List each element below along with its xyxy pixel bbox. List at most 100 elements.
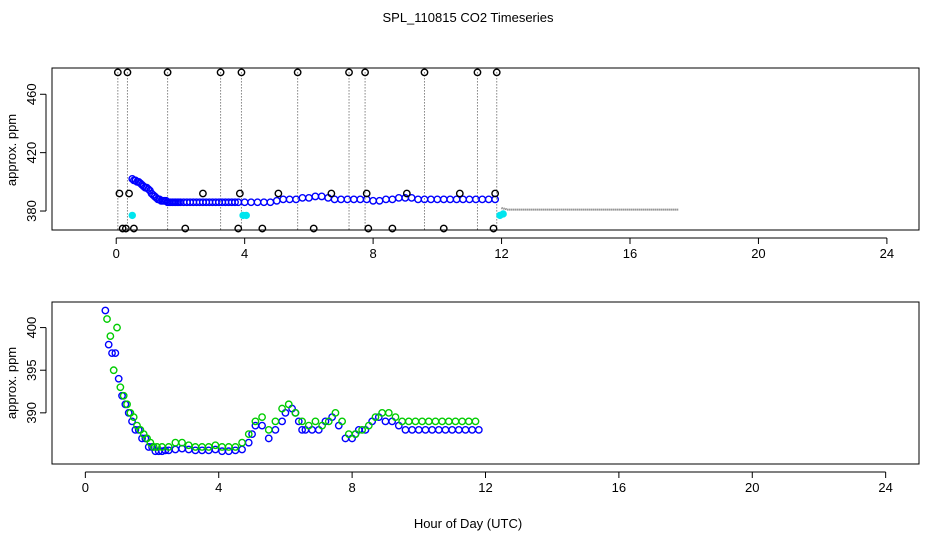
bottom-y-tick-label: 390	[24, 402, 39, 424]
top-point-blue	[279, 195, 288, 204]
bottom-point-green	[244, 430, 253, 439]
bottom-point-green	[471, 417, 480, 426]
bottom-point-green	[444, 417, 453, 426]
top-point-black	[115, 189, 124, 198]
top-point-black	[455, 189, 464, 198]
bottom-point-green	[238, 438, 246, 447]
bottom-point-green	[103, 315, 111, 323]
top-point-black	[113, 68, 122, 77]
bottom-point-green	[271, 417, 280, 426]
bottom-point-green	[109, 366, 118, 375]
top-point-black	[125, 189, 133, 198]
bottom-point-blue	[294, 417, 303, 426]
top-point-black	[491, 189, 500, 198]
top-x-axis: 0 4 8 12 16 20 24	[113, 237, 894, 261]
top-point-blue	[356, 195, 365, 204]
bottom-point-green	[251, 417, 260, 426]
bottom-x-tick-label: 0	[82, 480, 89, 495]
x-axis-label: Hour of Day (UTC)	[414, 516, 522, 531]
top-point-blue	[337, 195, 345, 204]
bottom-point-green	[116, 383, 125, 392]
top-point-blue	[439, 195, 448, 204]
top-point-blue	[375, 196, 384, 205]
bottom-point-blue	[394, 421, 403, 430]
bottom-point-green	[398, 417, 407, 426]
bottom-point-green	[298, 417, 306, 426]
top-point-blue	[266, 198, 275, 207]
top-point-blue	[343, 195, 352, 204]
bottom-point-green	[291, 408, 300, 417]
bottom-point-blue	[258, 421, 266, 430]
top-point-blue	[231, 198, 239, 207]
top-point-black	[293, 68, 302, 77]
top-point-blue	[272, 196, 281, 205]
bottom-point-green	[418, 417, 427, 426]
bottom-x-tick-label: 20	[745, 480, 759, 495]
bottom-point-blue	[348, 434, 357, 443]
bottom-point-green	[338, 417, 347, 426]
bottom-point-blue	[381, 417, 390, 426]
top-data-marks	[113, 68, 679, 233]
bottom-point-green	[351, 430, 360, 439]
top-vertical-dotted-lines	[117, 72, 498, 230]
bottom-point-green	[224, 443, 233, 451]
top-x-tick-label: 24	[880, 246, 894, 261]
bottom-point-blue	[128, 417, 136, 426]
bottom-point-green	[464, 417, 473, 426]
bottom-point-green	[129, 413, 138, 422]
bottom-point-blue	[368, 417, 377, 426]
bottom-point-blue	[388, 417, 397, 426]
panel-bottom: 0 4 8 12 16 20 24 390 395 400 approx. ppm	[4, 301, 920, 495]
top-point-black	[129, 224, 138, 233]
top-point-blue	[304, 193, 313, 202]
bottom-point-green	[113, 323, 121, 332]
top-point-black	[364, 224, 373, 233]
top-point-blue	[298, 193, 307, 202]
bottom-x-tick-label: 8	[348, 480, 355, 495]
bottom-point-blue	[111, 349, 120, 358]
top-point-black	[121, 224, 130, 233]
bottom-point-green	[324, 417, 333, 426]
bottom-point-green	[278, 404, 286, 413]
bottom-point-green	[318, 421, 327, 430]
panel-top: 0 4 8 12 16 20 24 380 420 460 approx. ppm	[4, 67, 920, 261]
bottom-point-blue	[341, 434, 350, 443]
bottom-point-green	[178, 438, 186, 447]
bottom-x-axis: 0 4 8 12 16 20 24	[82, 471, 893, 495]
top-point-blue	[465, 195, 474, 204]
bottom-point-blue	[448, 425, 457, 434]
bottom-point-green	[364, 421, 373, 430]
bottom-point-blue	[421, 425, 430, 434]
top-point-black	[420, 68, 429, 77]
bottom-point-blue	[171, 445, 180, 454]
bottom-point-green	[258, 413, 266, 422]
bottom-point-blue	[414, 425, 423, 434]
bottom-point-blue	[281, 408, 290, 417]
bottom-point-blue	[104, 340, 113, 349]
bottom-point-green	[311, 417, 320, 426]
top-x-tick-label: 12	[494, 246, 508, 261]
bottom-x-tick-label: 16	[612, 480, 626, 495]
bottom-point-blue	[428, 425, 437, 434]
bottom-point-blue	[114, 374, 123, 383]
bottom-x-tick-label: 24	[878, 480, 892, 495]
top-point-black	[258, 224, 267, 233]
bottom-point-blue	[454, 425, 463, 434]
bottom-point-green	[438, 417, 447, 426]
bottom-plot-frame	[51, 301, 920, 465]
bottom-point-green	[171, 438, 180, 447]
bottom-point-green	[119, 391, 128, 400]
bottom-y-axis: 390 395 400	[24, 317, 47, 424]
top-point-blue	[433, 195, 442, 204]
bottom-point-green	[211, 441, 220, 450]
bottom-point-blue	[434, 425, 443, 434]
top-point-blue	[285, 195, 294, 204]
top-point-cyan	[499, 210, 507, 218]
top-point-cyan	[128, 211, 136, 220]
top-point-blue	[317, 192, 326, 201]
bottom-point-green	[344, 430, 353, 439]
bottom-point-blue	[271, 425, 280, 434]
bottom-point-green	[384, 408, 393, 417]
top-point-blue	[292, 195, 300, 204]
bottom-data-marks	[101, 306, 483, 456]
